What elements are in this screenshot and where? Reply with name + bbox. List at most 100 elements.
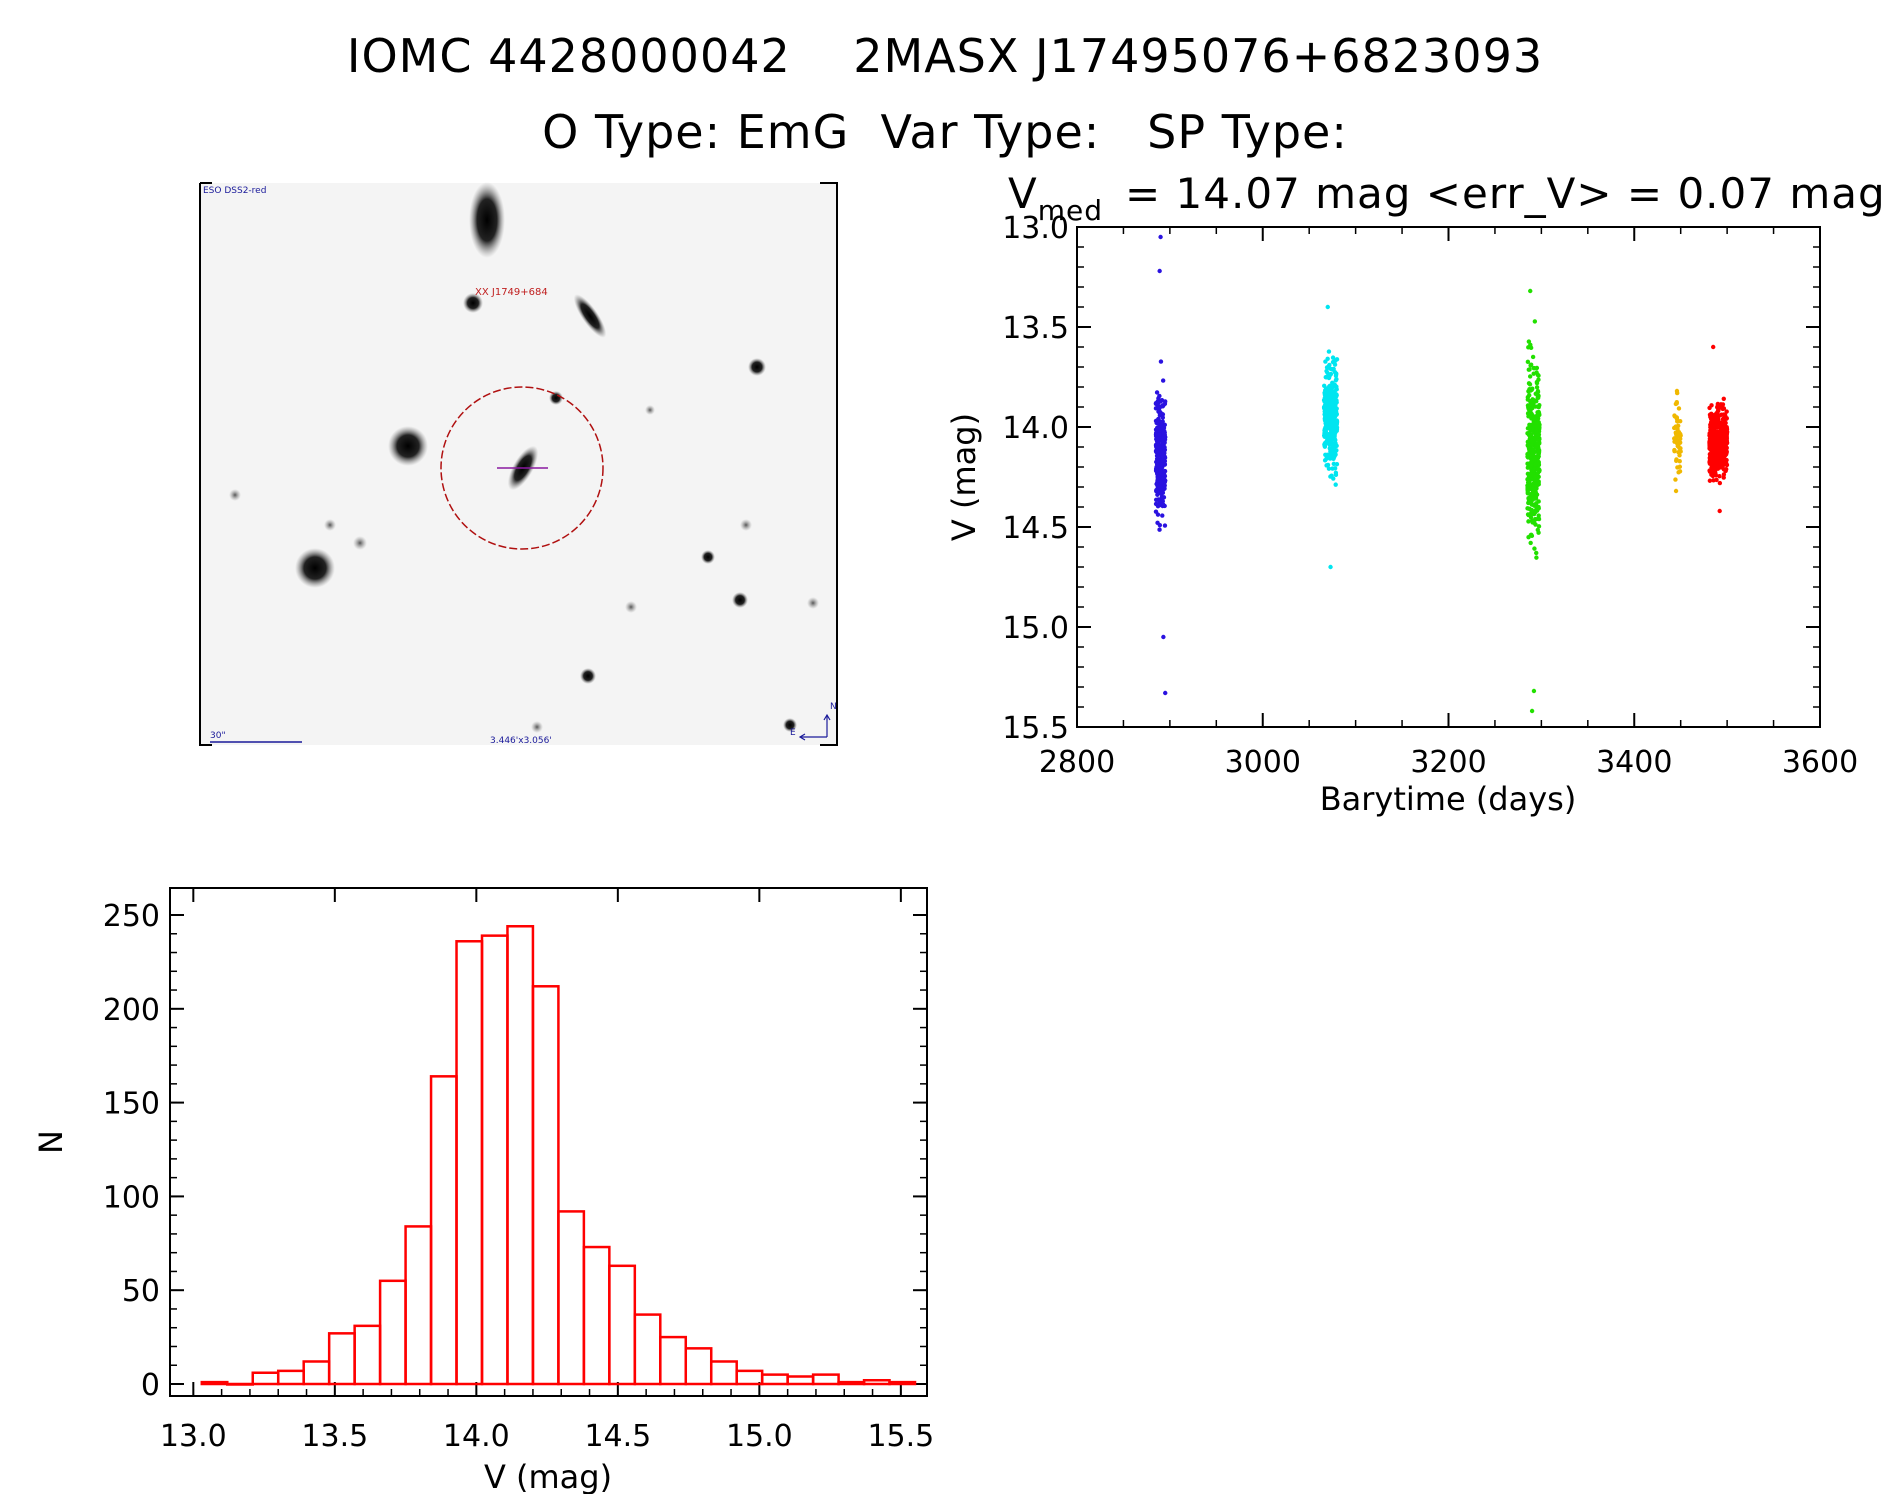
- data-point: [1719, 412, 1724, 417]
- data-point: [1330, 428, 1336, 434]
- data-point: [1674, 388, 1680, 394]
- data-point: [1157, 522, 1163, 528]
- data-point: [1712, 431, 1718, 436]
- y-tick-label: 14.5: [1002, 511, 1069, 546]
- histogram-chart: 13.0 13.5 14.0 14.5 15.0 15.5050100150200250 …: [32, 887, 934, 1496]
- target-circle: [440, 386, 604, 550]
- data-point: [1674, 458, 1679, 463]
- histogram-bar: [378, 1279, 407, 1386]
- data-point: [1721, 396, 1726, 401]
- histogram-bar: [582, 1245, 611, 1386]
- data-point: [1528, 414, 1533, 419]
- data-point: [1711, 457, 1716, 463]
- star: [229, 489, 241, 501]
- data-point: [1716, 407, 1721, 413]
- data-point: [1157, 527, 1162, 532]
- header-types: O Type: EmG Var Type: SP Type:: [542, 105, 1348, 159]
- data-point: [1531, 688, 1537, 694]
- data-point: [1158, 234, 1163, 240]
- y-tick-label: 13.5: [1002, 311, 1069, 346]
- data-point: [1155, 436, 1160, 441]
- data-point: [1528, 288, 1533, 294]
- data-point: [1717, 473, 1722, 479]
- sky-image-panel: ESO DSS2-red XX J1749+684 30" 3.446'x3.0…: [199, 182, 838, 746]
- data-point: [1527, 393, 1532, 398]
- data-point: [1678, 449, 1683, 454]
- data-point: [1709, 452, 1715, 457]
- data-point: [1160, 502, 1166, 507]
- data-point: [1528, 532, 1533, 538]
- data-point: [1157, 501, 1162, 506]
- data-point: [1333, 405, 1338, 411]
- data-point: [1160, 453, 1166, 458]
- data-point: [1321, 433, 1327, 438]
- data-point: [1325, 356, 1330, 361]
- data-point: [1163, 399, 1168, 404]
- data-point: [1330, 409, 1336, 414]
- data-point: [1332, 433, 1337, 439]
- data-point: [1677, 453, 1682, 458]
- histogram-bar: [862, 1378, 891, 1386]
- data-point: [1155, 476, 1161, 481]
- x-tick-label: 3400: [1596, 745, 1672, 780]
- data-point: [1157, 268, 1162, 274]
- y-tick-label: 100: [103, 1180, 160, 1215]
- data-point: [1326, 466, 1332, 471]
- data-point: [1527, 382, 1533, 387]
- data-point: [1325, 462, 1331, 468]
- data-point: [1721, 424, 1726, 430]
- data-point: [1533, 391, 1538, 397]
- data-point: [1712, 446, 1717, 452]
- data-point: [1525, 403, 1531, 408]
- star: [531, 721, 543, 733]
- data-point: [1721, 472, 1727, 477]
- data-point: [1721, 462, 1726, 468]
- data-point: [1331, 381, 1336, 387]
- y-tick-label: 13.0: [1002, 211, 1069, 246]
- data-point: [1328, 423, 1333, 429]
- data-point: [1534, 550, 1539, 556]
- data-point: [1162, 432, 1167, 438]
- data-point: [1525, 397, 1531, 402]
- star: [748, 358, 766, 376]
- x-tick-label: 3000: [1225, 745, 1301, 780]
- histogram-bar: [659, 1335, 688, 1386]
- histogram-bar: [684, 1347, 713, 1386]
- histogram-bar: [888, 1380, 917, 1386]
- histogram-bar: [633, 1313, 662, 1386]
- data-point: [1533, 404, 1538, 409]
- data-point: [1720, 417, 1726, 422]
- data-point: [1156, 406, 1162, 412]
- histogram-bar: [200, 1380, 229, 1386]
- star: [732, 592, 748, 608]
- data-point: [1525, 359, 1531, 365]
- data-point: [1327, 431, 1332, 437]
- data-point: [1156, 497, 1161, 502]
- data-point: [1677, 464, 1683, 469]
- data-point: [1708, 437, 1713, 443]
- data-point: [1326, 412, 1332, 417]
- data-point: [1156, 396, 1161, 401]
- data-point: [1536, 377, 1541, 382]
- data-point: [1530, 405, 1535, 411]
- data-point: [1710, 344, 1716, 350]
- data-point: [1527, 422, 1532, 428]
- data-point: [1525, 439, 1531, 445]
- data-point: [1157, 445, 1163, 450]
- data-point: [1535, 466, 1540, 471]
- data-point: [1715, 415, 1720, 421]
- data-point: [1530, 520, 1535, 525]
- data-point: [1531, 489, 1536, 495]
- data-point: [1325, 304, 1330, 310]
- data-point: [1158, 398, 1164, 404]
- star: [807, 597, 819, 609]
- data-point: [1722, 413, 1728, 418]
- data-point: [1322, 403, 1328, 408]
- data-point: [1717, 429, 1723, 435]
- data-point: [1672, 447, 1677, 453]
- data-point: [1327, 437, 1333, 442]
- data-point: [1328, 564, 1333, 570]
- data-point: [1534, 482, 1539, 488]
- data-point: [1537, 425, 1542, 430]
- title-sub: med: [1038, 194, 1103, 227]
